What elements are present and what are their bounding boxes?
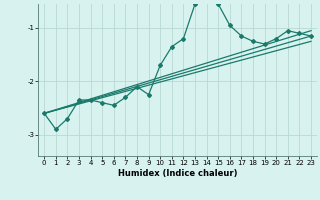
X-axis label: Humidex (Indice chaleur): Humidex (Indice chaleur) xyxy=(118,169,237,178)
